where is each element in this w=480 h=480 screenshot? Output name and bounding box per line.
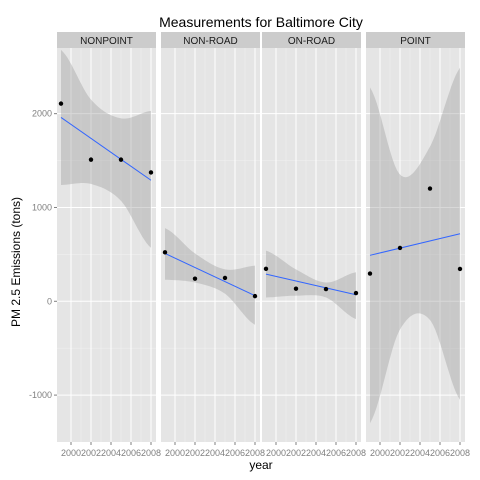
y-tick-label: -1000: [29, 390, 52, 400]
strip-label: NON-ROAD: [183, 36, 237, 47]
data-point: [162, 250, 168, 255]
strip-background: [262, 32, 361, 48]
facet-point: POINT 2000 2002 2004 2006 2008: [366, 32, 470, 458]
data-point: [353, 290, 359, 296]
data-point: [192, 276, 198, 281]
strip-label: NONPOINT: [80, 36, 133, 47]
data-point: [88, 157, 94, 162]
y-axis-title: PM 2.5 Emissions (tons): [9, 197, 23, 327]
facet-nonpoint: NONPOINT 2000 2002 2004 2006 2008: [57, 32, 161, 458]
data-point: [323, 286, 329, 292]
x-axis-title: year: [249, 458, 272, 472]
x-tick-label: 2002: [185, 448, 205, 458]
x-tick-label: 2002: [390, 448, 410, 458]
x-tick-label: 2000: [61, 448, 81, 458]
x-tick-label: 2006: [430, 448, 450, 458]
data-point: [367, 271, 373, 276]
x-tick-label: 2004: [410, 448, 430, 458]
x-tick-label: 2008: [245, 448, 265, 458]
data-point: [222, 275, 228, 281]
facet-non-road: NON-ROAD 2000 2002 2004 2006 2008: [161, 32, 265, 458]
x-tick-label: 2004: [101, 448, 121, 458]
x-tick-label: 2008: [450, 448, 470, 458]
fit-line: [60, 117, 152, 181]
x-tick-label: 2000: [165, 448, 185, 458]
x-tick-label: 2006: [121, 448, 141, 458]
fit-line: [164, 252, 256, 297]
data-point: [457, 266, 463, 272]
x-tick-label: 2004: [306, 448, 326, 458]
x-tick-label: 2008: [141, 448, 161, 458]
data-point: [263, 266, 269, 272]
strip-label: POINT: [400, 36, 431, 47]
x-tick-label: 2006: [326, 448, 346, 458]
data-point: [148, 170, 154, 175]
x-tick-label: 2008: [346, 448, 366, 458]
strip-background: [366, 32, 465, 48]
x-tick-label: 2004: [205, 448, 225, 458]
y-tick-label: 0: [47, 296, 52, 306]
confidence-band: [165, 228, 255, 325]
data-point: [293, 286, 299, 291]
x-tick-label: 2006: [225, 448, 245, 458]
x-tick-label: 2000: [370, 448, 390, 458]
y-axis: -1000 0 1000 2000: [29, 109, 57, 400]
data-point: [118, 157, 124, 162]
data-point: [397, 245, 403, 251]
fit-line: [265, 273, 357, 296]
y-tick-label: 1000: [32, 202, 52, 212]
data-point: [427, 186, 433, 191]
confidence-band: [370, 67, 460, 424]
x-tick-label: 2002: [81, 448, 101, 458]
strip-background: [57, 32, 156, 48]
x-tick-label: 2002: [286, 448, 306, 458]
y-tick-label: 2000: [32, 109, 52, 119]
data-point: [252, 293, 258, 299]
x-tick-label: 2000: [266, 448, 286, 458]
fit-line: [369, 233, 461, 256]
chart-title: Measurements for Baltimore City: [159, 14, 363, 30]
data-point: [58, 101, 64, 106]
strip-label: ON-ROAD: [288, 36, 335, 47]
strip-background: [161, 32, 260, 48]
facet-on-road: ON-ROAD 2000 2002 2004 2006 2008: [262, 32, 366, 458]
